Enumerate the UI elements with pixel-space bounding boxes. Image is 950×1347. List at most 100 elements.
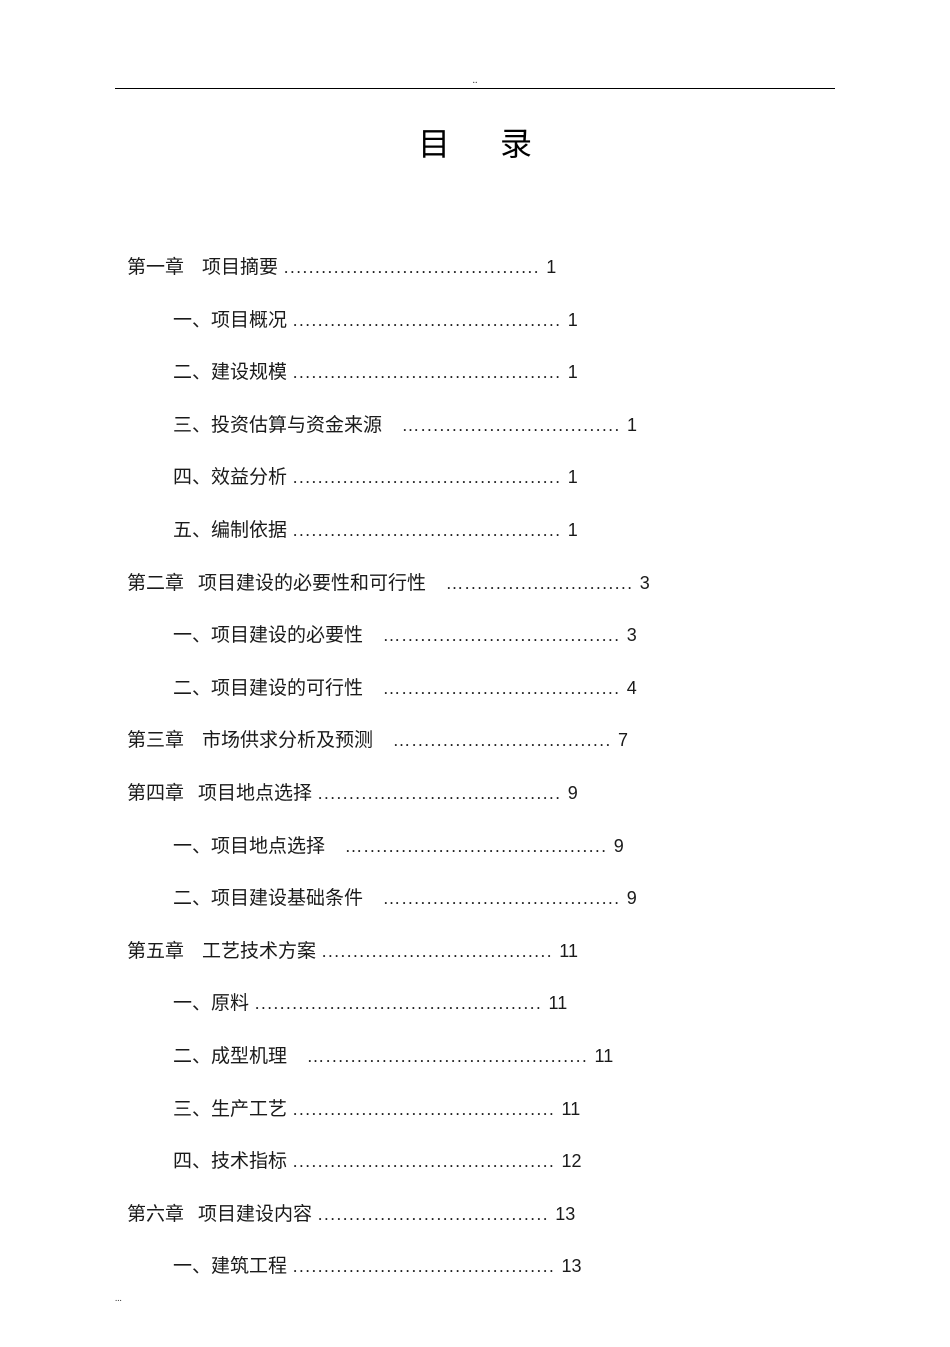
toc-entry-label: 第六章项目建设内容 (127, 1202, 312, 1229)
toc-entry-text: 建筑工程 (211, 1256, 287, 1277)
toc-entry-page: 3 (640, 571, 650, 596)
toc-entry-chapter: 第一章 (127, 257, 184, 278)
toc-entry-chapter: 一、 (173, 836, 211, 857)
toc-entry: 四、技术指标..................................… (115, 1149, 835, 1176)
toc-entry-text: 项目地点选择 (211, 836, 325, 857)
header-marker: .. (115, 75, 835, 86)
toc-entry: 一、项目概况..................................… (115, 308, 835, 335)
toc-entry-text: 市场供求分析及预测 (202, 730, 373, 751)
toc-entry-text: 建设规模 (211, 362, 287, 383)
toc-leader-dots: ........................................… (287, 1150, 562, 1174)
toc-title: 目录 (115, 119, 835, 165)
toc-leader-dots: ....................................... (312, 782, 568, 806)
toc-entry-label: 一、建筑工程 (173, 1254, 287, 1281)
toc-entry: 四、效益分析..................................… (115, 465, 835, 492)
toc-entry-label: 第一章项目摘要 (127, 255, 278, 282)
toc-entry-page: 1 (568, 308, 578, 333)
toc-entry-label: 一、项目概况 (173, 308, 287, 335)
toc-entry: 第三章市场供求分析及预测…...........................… (115, 728, 835, 755)
toc-entry-chapter: 二、 (173, 678, 211, 699)
toc-entry-chapter: 第三章 (127, 730, 184, 751)
toc-entry-page: 1 (627, 413, 637, 438)
toc-entry-chapter: 一、 (173, 1256, 211, 1277)
toc-entry-label: 第三章市场供求分析及预测 (127, 728, 387, 755)
document-page: .. 目录 第一章项目摘要...........................… (0, 0, 950, 1347)
toc-entry-page: 1 (568, 518, 578, 543)
toc-entry-chapter: 一、 (173, 993, 211, 1014)
toc-leader-dots: …................................... (377, 624, 627, 648)
toc-entry-label: 一、项目建设的必要性 (173, 623, 377, 650)
toc-entry-text: 效益分析 (211, 467, 287, 488)
toc-leader-dots: ........................................… (278, 256, 546, 280)
toc-entry-chapter: 三、 (173, 1099, 211, 1120)
toc-entry-page: 9 (568, 781, 578, 806)
toc-entry: 一、原料....................................… (115, 991, 835, 1018)
toc-entry: 第二章项目建设的必要性和可行性…........................… (115, 571, 835, 598)
toc-entry-page: 9 (614, 834, 624, 859)
toc-entry-label: 二、成型机理 (173, 1044, 301, 1071)
toc-entry-label: 一、项目地点选择 (173, 834, 339, 861)
toc-entry-label: 二、项目建设基础条件 (173, 886, 377, 913)
toc-entry-page: 3 (627, 623, 637, 648)
toc-entry-page: 11 (549, 991, 568, 1016)
toc-entry-label: 第二章项目建设的必要性和可行性 (127, 571, 440, 598)
toc-entry-text: 项目建设基础条件 (211, 888, 363, 909)
toc-entry-label: 第五章工艺技术方案 (127, 939, 316, 966)
toc-entry-label: 二、建设规模 (173, 360, 287, 387)
toc-entry-text: 项目建设内容 (198, 1204, 312, 1225)
toc-entry-text: 成型机理 (211, 1046, 287, 1067)
toc-entry: 第五章工艺技术方案...............................… (115, 939, 835, 966)
toc-entry-page: 4 (627, 676, 637, 701)
toc-entry: 三、投资估算与资金来源…............................… (115, 413, 835, 440)
toc-entry-page: 7 (618, 728, 628, 753)
toc-entry-text: 项目建设的必要性和可行性 (198, 573, 426, 594)
toc-leader-dots: …........................... (440, 572, 640, 596)
toc-entry-text: 原料 (211, 993, 249, 1014)
toc-entry-text: 生产工艺 (211, 1099, 287, 1120)
toc-entry-chapter: 二、 (173, 1046, 211, 1067)
toc-entry: 二、项目建设的可行性….............................… (115, 676, 835, 703)
toc-entry-chapter: 二、 (173, 362, 211, 383)
toc-entry-label: 二、项目建设的可行性 (173, 676, 377, 703)
toc-entry: 二、建设规模..................................… (115, 360, 835, 387)
footer-marker: ... (115, 1293, 122, 1303)
toc-entry-text: 项目摘要 (202, 257, 278, 278)
toc-leader-dots: ........................................… (287, 1098, 562, 1122)
toc-leader-dots: ........................................… (287, 309, 568, 333)
toc-leader-dots: ..................................... (312, 1203, 555, 1227)
toc-entry-label: 一、原料 (173, 991, 249, 1018)
toc-entry-page: 1 (546, 255, 556, 280)
toc-entry: 五、编制依据..................................… (115, 518, 835, 545)
toc-entry-page: 13 (562, 1254, 582, 1279)
toc-leader-dots: …....................................... (339, 835, 614, 859)
toc-leader-dots: ….......................................… (301, 1045, 595, 1069)
toc-entry-label: 五、编制依据 (173, 518, 287, 545)
toc-entry-chapter: 二、 (173, 888, 211, 909)
toc-entry-page: 12 (562, 1149, 582, 1174)
toc-leader-dots: …................................... (377, 887, 627, 911)
toc-entry: 第六章项目建设内容...............................… (115, 1202, 835, 1229)
toc-entry-text: 项目概况 (211, 310, 287, 331)
toc-entry-label: 三、投资估算与资金来源 (173, 413, 396, 440)
toc-entry-page: 1 (568, 465, 578, 490)
toc-entry-chapter: 一、 (173, 310, 211, 331)
toc-leader-dots: ........................................… (287, 519, 568, 543)
toc-entry-chapter: 四、 (173, 467, 211, 488)
toc-leader-dots: …................................ (396, 414, 627, 438)
toc-entry-label: 四、效益分析 (173, 465, 287, 492)
toc-entry: 二、项目建设基础条件….............................… (115, 886, 835, 913)
toc-entry: 一、项目建设的必要性….............................… (115, 623, 835, 650)
toc-leader-dots: ..................................... (316, 940, 559, 964)
toc-entry: 第一章项目摘要.................................… (115, 255, 835, 282)
toc-entry-page: 9 (627, 886, 637, 911)
toc-entry-chapter: 第五章 (127, 941, 184, 962)
toc-list: 第一章项目摘要.................................… (115, 255, 835, 1281)
toc-entry-label: 第四章项目地点选择 (127, 781, 312, 808)
toc-entry-chapter: 第四章 (127, 783, 184, 804)
toc-entry-text: 投资估算与资金来源 (211, 415, 382, 436)
toc-entry: 第四章项目地点选择...............................… (115, 781, 835, 808)
toc-entry: 二、成型机理….................................… (115, 1044, 835, 1071)
toc-entry-page: 1 (568, 360, 578, 385)
toc-entry-text: 项目地点选择 (198, 783, 312, 804)
toc-entry-label: 三、生产工艺 (173, 1097, 287, 1124)
